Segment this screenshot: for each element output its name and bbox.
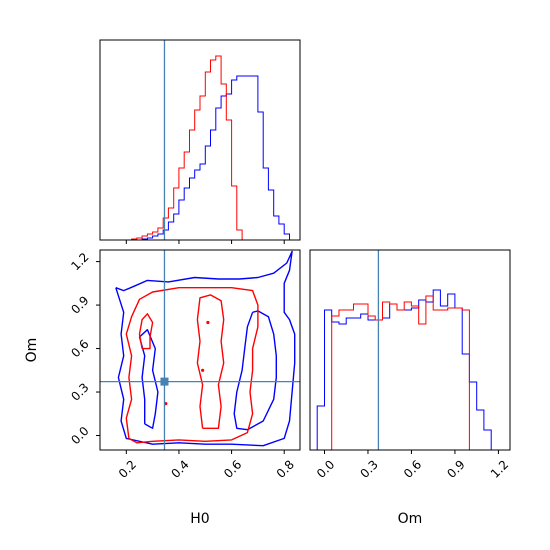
blue-inner-contour-left [138,329,159,429]
red-contour-dot-2 [206,320,210,325]
om-hist-tick-label-3: 0.9 [444,457,467,480]
h0-hist-blue-series [121,75,295,241]
h0-hist-frame [99,39,301,241]
red-contour-dot-1 [201,368,205,372]
h0-histogram-panel [99,39,301,244]
om-tick-label-2: 0.6 [68,337,91,360]
h0-axis-label: H0 [190,511,209,527]
h0-tick-label-2: 0.6 [221,457,244,480]
truth-marker [160,377,169,386]
om-tick-label-3: 0.9 [68,293,91,316]
om-axis-label: Om [24,338,40,363]
blue-outer-contour [115,250,296,447]
h0-tick-label-1: 0.4 [168,457,191,480]
om-tick-label-4: 1.2 [68,250,91,273]
om-tick-label-0: 0.0 [68,424,91,447]
om-hist-axis-label: Om [398,511,423,527]
red-inner-contour-left [138,313,154,350]
h0-hist-red-series [121,55,295,241]
om-hist-tick-label-2: 0.6 [401,457,424,480]
contour-group [115,250,296,447]
om-histogram-panel: 0.0 0.3 0.6 0.9 1.2 [309,249,511,481]
om-hist-frame [309,249,511,451]
red-inner-contour-right [196,294,225,429]
om-hist-tick-label-1: 0.3 [357,457,380,480]
red-outer-contour [125,287,259,444]
om-tick-label-1: 0.3 [68,380,91,403]
contour-frame [99,249,301,451]
om-hist-tick-label-4: 1.2 [488,457,511,480]
h0-tick-label-3: 0.8 [274,457,297,480]
h0-tick-label-0: 0.2 [116,457,139,480]
om-hist-red-series [317,295,506,451]
om-hist-tick-label-0: 0.0 [314,457,337,480]
blue-inner-contour [233,310,277,431]
h0-om-contour-panel: 0.2 0.4 0.6 0.8 0.0 0.3 0.6 0.9 1.2 [68,249,301,481]
om-hist-blue-series [316,289,506,451]
